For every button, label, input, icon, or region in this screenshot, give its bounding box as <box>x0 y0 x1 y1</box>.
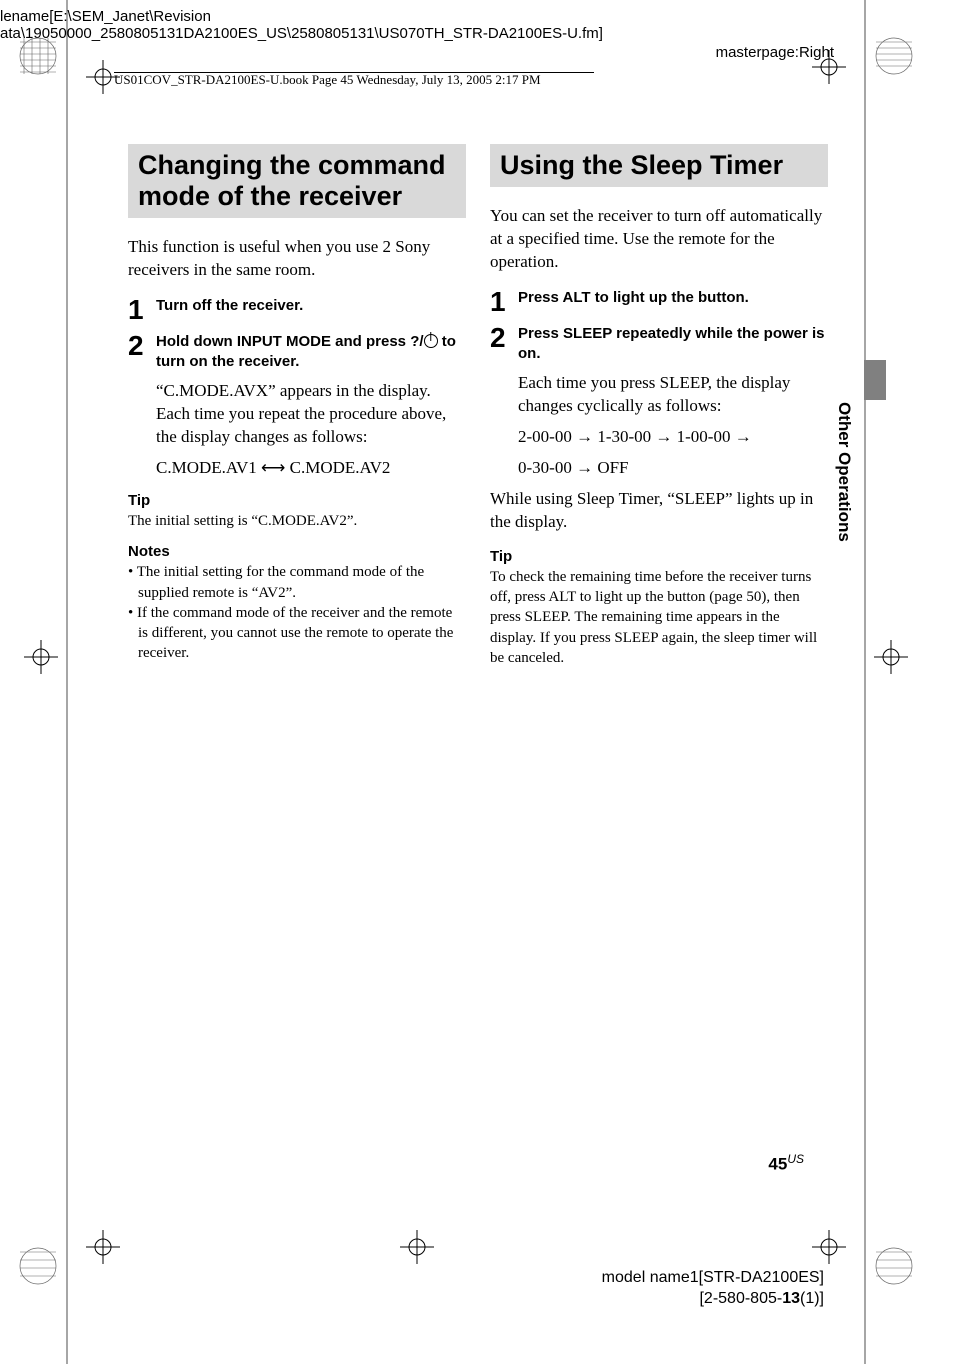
step2-instr-a: Hold down INPUT MODE and press <box>156 333 410 350</box>
cycle-seq-1: 2-00-00 → 1-30-00 → 1-00-00 → <box>518 426 828 449</box>
left-notes-list: The initial setting for the command mode… <box>128 562 466 663</box>
footer-code-b: 13 <box>782 1290 800 1307</box>
right-intro: You can set the receiver to turn off aut… <box>490 205 828 274</box>
step-number: 1 <box>490 288 518 316</box>
left-section-title: Changing the command mode of the receive… <box>128 144 466 218</box>
step-detail-1: Each time you press SLEEP, the display c… <box>518 372 828 418</box>
step-detail-1: “C.MODE.AVX” appears in the display. Eac… <box>156 380 466 449</box>
step-instruction: Press SLEEP repeatedly while the power i… <box>518 324 828 365</box>
side-section-label: Other Operations <box>834 402 854 542</box>
regmark-top-right-icon <box>812 50 846 84</box>
regmark-bot-left-icon <box>86 1230 120 1264</box>
corner-hatch-bl-icon <box>18 1246 58 1286</box>
header-filename-line1: lename[E:\SEM_Janet\Revision <box>0 8 603 25</box>
footer-code: [2-580-805-13(1)] <box>602 1288 824 1310</box>
page-number-region: US <box>787 1152 804 1166</box>
regmark-mid-left-icon <box>24 640 58 674</box>
header-filename: lename[E:\SEM_Janet\Revision ata\1905000… <box>0 8 603 42</box>
left-step-1: 1 Turn off the receiver. <box>128 296 466 324</box>
step-number: 2 <box>128 332 156 360</box>
crop-line-left-icon <box>66 0 68 1364</box>
footer-model-name: model name1[STR-DA2100ES] <box>602 1267 824 1289</box>
list-item: The initial setting for the command mode… <box>128 562 466 603</box>
list-item: If the command mode of the receiver and … <box>128 603 466 664</box>
regmark-bot-center-icon <box>400 1230 434 1264</box>
io-slash: ?/ <box>410 333 423 350</box>
header-filename-line2: ata\19050000_2580805131DA2100ES_US\25808… <box>0 25 603 42</box>
regmark-mid-right-icon <box>874 640 908 674</box>
left-intro: This function is useful when you use 2 S… <box>128 236 466 282</box>
page-number: 45US <box>768 1152 804 1174</box>
header-lineinfo: US01COV_STR-DA2100ES-U.book Page 45 Wedn… <box>114 72 541 88</box>
right-step-1: 1 Press ALT to light up the button. <box>490 288 828 316</box>
right-column: Using the Sleep Timer You can set the re… <box>490 144 828 668</box>
notes-heading: Notes <box>128 543 466 560</box>
cycle-seq-2: 0-30-00 → OFF <box>518 457 828 480</box>
footer-model: model name1[STR-DA2100ES] [2-580-805-13(… <box>602 1267 824 1310</box>
step-instruction: Hold down INPUT MODE and press ?/ to tur… <box>156 332 466 373</box>
right-step-2: 2 Press SLEEP repeatedly while the power… <box>490 324 828 480</box>
tip-heading: Tip <box>490 548 828 565</box>
right-after: While using Sleep Timer, “SLEEP” lights … <box>490 488 828 534</box>
step-instruction: Press ALT to light up the button. <box>518 288 828 308</box>
step-instruction: Turn off the receiver. <box>156 296 466 316</box>
step-number: 2 <box>490 324 518 352</box>
step-number: 1 <box>128 296 156 324</box>
page-number-value: 45 <box>768 1154 787 1173</box>
right-tip: To check the remaining time before the r… <box>490 567 828 668</box>
left-step-2: 2 Hold down INPUT MODE and press ?/ to t… <box>128 332 466 480</box>
footer-code-a: [2-580-805- <box>699 1290 782 1307</box>
corner-hatch-tr-icon <box>874 36 914 76</box>
crop-line-right-icon <box>864 0 866 1364</box>
power-icon <box>424 334 438 348</box>
corner-hatch-tl-icon <box>18 36 58 76</box>
step-detail-2: C.MODE.AV1 ⟷ C.MODE.AV2 <box>156 457 466 480</box>
left-tip: The initial setting is “C.MODE.AV2”. <box>128 511 466 531</box>
tip-heading: Tip <box>128 492 466 509</box>
corner-hatch-br-icon <box>874 1246 914 1286</box>
page-content: Changing the command mode of the receive… <box>128 144 828 668</box>
side-tab-bar <box>864 360 886 400</box>
regmark-bot-right-icon <box>812 1230 846 1264</box>
footer-code-c: (1)] <box>800 1290 824 1307</box>
left-column: Changing the command mode of the receive… <box>128 144 466 668</box>
regmark-top-left-icon <box>86 60 120 94</box>
right-section-title: Using the Sleep Timer <box>490 144 828 187</box>
